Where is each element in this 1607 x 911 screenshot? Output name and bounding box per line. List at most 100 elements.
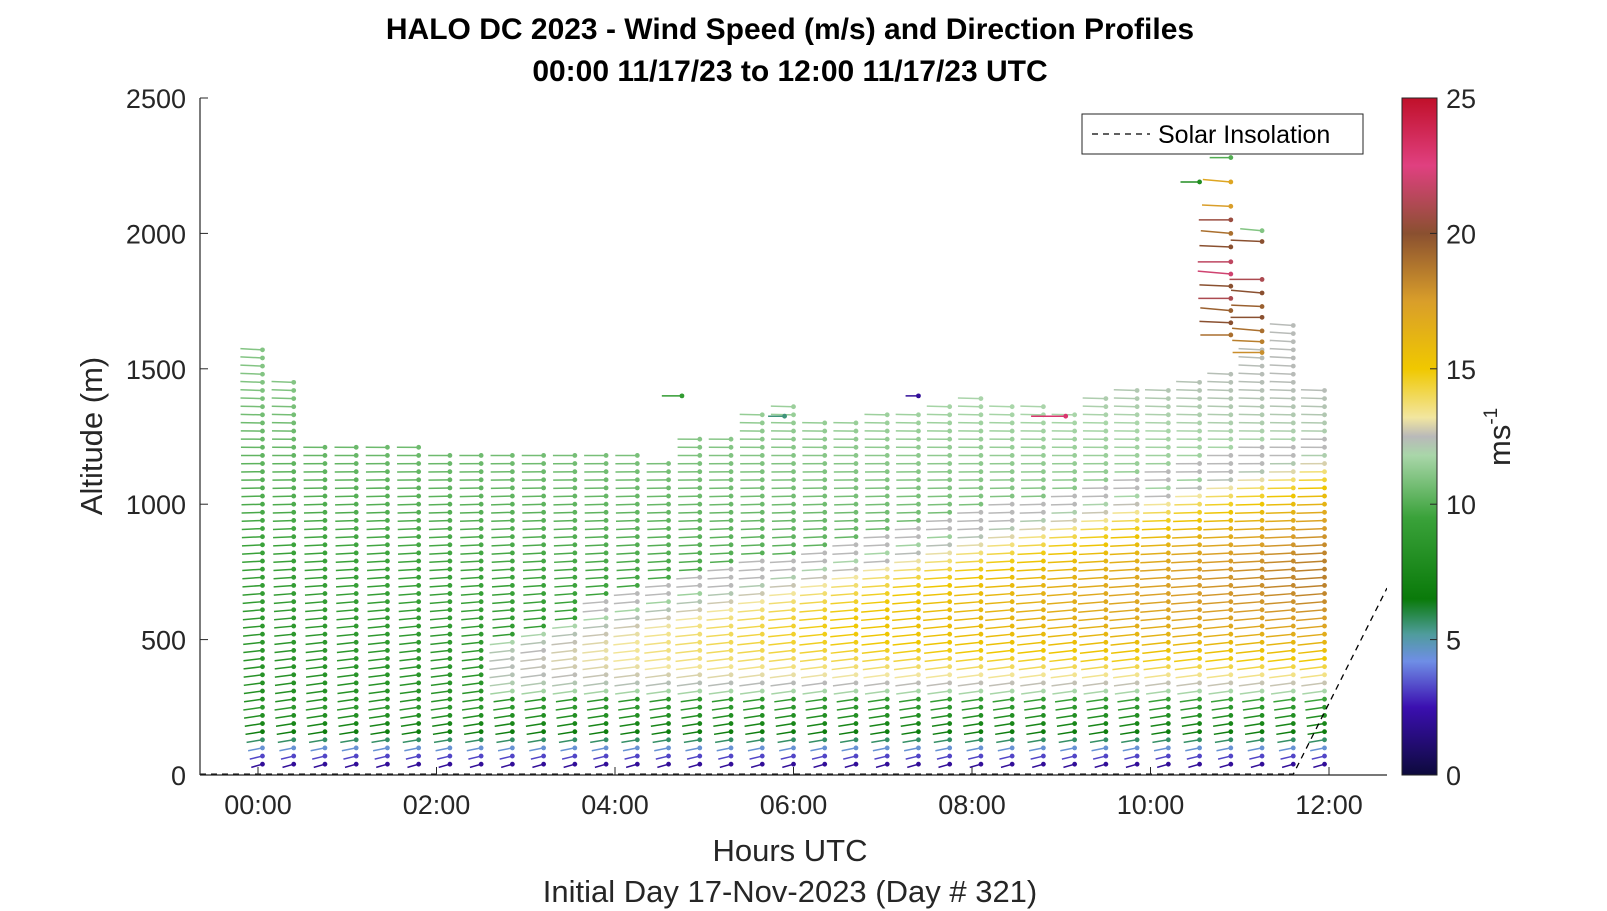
wind-barb-point: [541, 526, 547, 531]
wind-barb-shaft: [1197, 270, 1231, 275]
wind-barb-point: [1228, 688, 1234, 694]
wind-barb-point: [1040, 704, 1046, 710]
wind-barb-point: [509, 729, 515, 735]
wind-barb-shaft: [992, 706, 1013, 711]
wind-barb-point: [1228, 501, 1234, 507]
wind-barb-shaft: [1170, 576, 1200, 581]
wind-barb-point: [509, 656, 515, 661]
wind-barb-shaft: [401, 730, 419, 736]
wind-barb-point: [728, 713, 734, 718]
wind-barb-point: [1259, 379, 1265, 385]
wind-barb-point: [759, 672, 765, 678]
wind-barb-point: [791, 518, 796, 523]
wind-barb-shaft: [831, 576, 857, 580]
wind-barb-point: [447, 526, 453, 531]
wind-barb-shaft: [931, 714, 950, 719]
wind-barb-shaft: [1081, 665, 1106, 671]
wind-barb-shaft: [274, 641, 294, 646]
wind-barb-shaft: [740, 495, 763, 498]
wind-barb-shaft: [588, 722, 607, 727]
wind-barb-shaft: [841, 747, 857, 752]
wind-barb-shaft: [1056, 714, 1075, 719]
wind-barb-shaft: [1298, 487, 1325, 490]
wind-barb-point: [260, 453, 265, 458]
wind-barb-point: [1228, 420, 1234, 426]
wind-barb-point: [634, 558, 640, 564]
wind-barb-point: [291, 761, 297, 767]
wind-barb-point: [1259, 558, 1265, 564]
wind-barb-point: [260, 599, 265, 605]
wind-barb-point: [1290, 485, 1296, 491]
legend-solar-label: Solar Insolation: [1158, 121, 1330, 149]
wind-barb-point: [291, 461, 297, 466]
wind-barb-point: [1103, 721, 1109, 726]
wind-barb-point: [541, 729, 547, 735]
wind-barb-shaft: [989, 405, 1013, 408]
wind-barb-point: [1134, 388, 1140, 393]
wind-barb-shaft: [1265, 625, 1294, 630]
wind-barb-point: [1134, 542, 1140, 548]
wind-barb-shaft: [240, 356, 263, 359]
wind-barb-shaft: [651, 730, 669, 736]
wind-barb-shaft: [398, 625, 419, 629]
wind-barb-point: [1259, 688, 1265, 694]
wind-barb-point: [1072, 680, 1078, 686]
wind-barb-point: [728, 485, 734, 491]
wind-barb-shaft: [955, 560, 981, 564]
wind-barb-point: [1290, 639, 1296, 645]
wind-barb-point: [291, 729, 297, 735]
wind-barb-shaft: [305, 609, 326, 613]
wind-barb-point: [1040, 737, 1046, 743]
wind-barb-point: [884, 550, 890, 556]
wind-barb-point: [1197, 745, 1202, 751]
wind-barb-point: [385, 599, 390, 605]
wind-barb-point: [291, 753, 297, 759]
wind-barb-point: [260, 420, 265, 426]
wind-barb-point: [697, 485, 703, 491]
wind-barb-point: [697, 623, 703, 629]
wind-barb-point: [509, 518, 515, 523]
wind-barb-point: [697, 501, 703, 507]
wind-barb-point: [1103, 501, 1109, 507]
wind-barb-point: [572, 639, 578, 645]
wind-barb-point: [385, 761, 390, 767]
wind-barb-shaft: [522, 519, 544, 523]
wind-barb-shaft: [1079, 535, 1106, 539]
wind-barb-point: [884, 469, 890, 475]
wind-barb-point: [1322, 550, 1327, 556]
wind-barb-point: [1197, 509, 1202, 515]
wind-barb-shaft: [337, 674, 357, 678]
wind-barb-shaft: [397, 552, 419, 555]
wind-barb-shaft: [923, 584, 950, 589]
wind-barb-shaft: [430, 665, 450, 670]
wind-barb-point: [1165, 615, 1171, 621]
wind-barb-shaft: [985, 568, 1013, 572]
wind-barb-point: [759, 574, 765, 580]
wind-barb-point: [1040, 648, 1046, 653]
wind-barb-point: [572, 566, 578, 572]
wind-barb-point: [447, 639, 453, 645]
wind-barb-shaft: [273, 584, 294, 588]
wind-barb-point: [603, 729, 609, 735]
wind-barb-point: [416, 607, 422, 613]
wind-barb-shaft: [335, 503, 357, 506]
wind-barb-shaft: [1264, 535, 1294, 539]
wind-barb-shaft: [1238, 347, 1263, 351]
wind-barb-shaft: [372, 747, 388, 752]
wind-barb-shaft: [896, 503, 919, 506]
wind-barb-point: [1134, 688, 1140, 694]
wind-barb-point: [853, 453, 859, 458]
wind-barb-shaft: [1016, 584, 1044, 589]
wind-barb-point: [853, 591, 859, 596]
wind-barb-point: [385, 444, 390, 450]
wind-barb-shaft: [988, 519, 1013, 523]
wind-barb-shaft: [708, 690, 732, 695]
wind-barb-shaft: [1296, 633, 1325, 638]
y-axis-label: Altitude (m): [74, 357, 109, 515]
wind-barb-shaft: [1310, 747, 1325, 752]
wind-barb-point: [916, 550, 921, 556]
wind-barb-shaft: [1233, 617, 1263, 622]
wind-barb-point: [1134, 615, 1140, 621]
wind-barb-point: [1072, 526, 1078, 531]
wind-barb-shaft: [1017, 641, 1044, 646]
